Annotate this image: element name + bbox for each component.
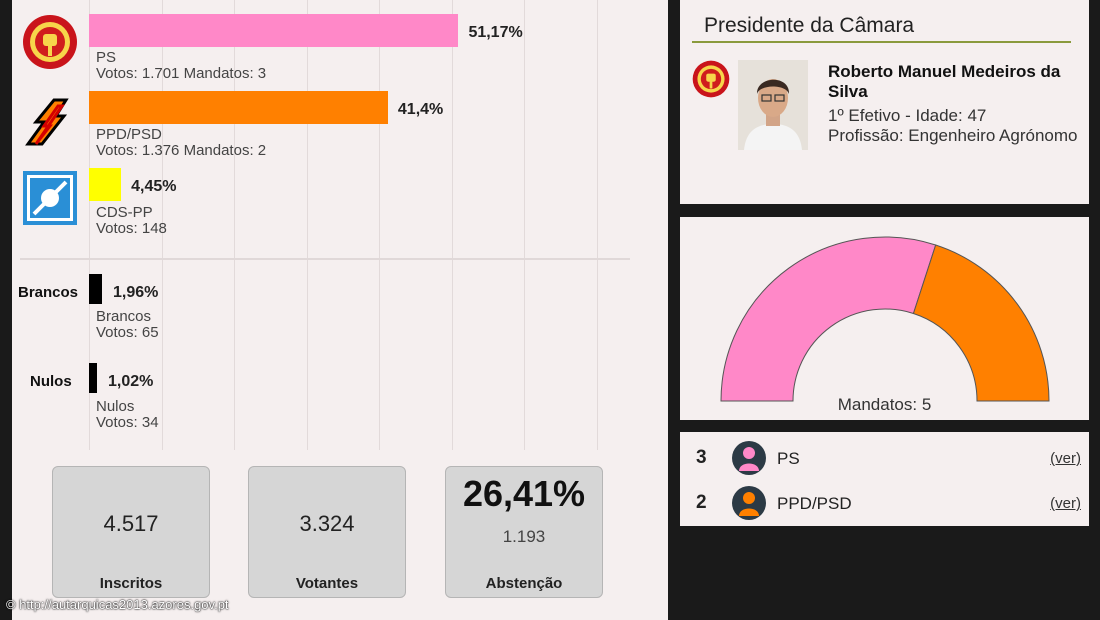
footer-watermark: © http://autarquicas2013.azores.gov.pt [6,597,229,612]
gauge-caption: Mandatos: 5 [837,395,932,414]
gauge-slice-ppd-psd [912,244,1050,402]
data-label-ppd-psd: 41,4% [397,101,444,118]
psd-party-logo-icon [25,98,69,146]
stat-value: 26,41% [462,473,586,514]
party-detail: Votos: 1.376 Mandatos: 2 [96,142,267,159]
ver-link[interactable]: (ver) [1050,495,1081,512]
party-detail: Votos: 148 [96,220,167,237]
stat-box-inscritos: 4.517 Inscritos [52,466,210,598]
president-panel: Presidente da Câmara Roberto Manuel Mede… [680,0,1089,204]
stat-value: 3.324 [299,511,355,536]
party-label-cds-pp: CDS-PP Votos: 148 [96,205,167,237]
stat-label: Inscritos [99,575,163,592]
data-label-ps: 51,17% [468,24,523,41]
stat-label: Abstenção [485,575,563,592]
president-heading: Presidente da Câmara [704,14,915,37]
stat-subvalue: 1.193 [502,527,546,546]
president-rank-age: 1º Efetivo - Idade: 47 [828,106,987,125]
seat-list: 3 PS (ver) 2 PPD/PSD (ver) [680,432,1089,526]
seat-count: 3 [696,447,707,468]
ver-link[interactable]: (ver) [1050,450,1081,467]
grid-line [596,0,598,450]
person-icon [732,441,766,475]
list-item: 2 PPD/PSD (ver) [680,482,1089,522]
grid-line [524,0,525,450]
row-label-brancos: Brancos [18,284,79,301]
party-label-ppd-psd: PPD/PSD Votos: 1.376 Mandatos: 2 [96,127,266,159]
chart-grid [12,0,668,450]
party-label-ps: PS Votos: 1.701 Mandatos: 3 [96,50,266,82]
seat-party: PPD/PSD [777,494,852,513]
grid-line [234,0,235,450]
stat-box-abstencao: 26,41% 1.193 Abstenção [445,466,603,598]
person-icon [732,486,766,520]
bar-cds-pp [89,168,122,201]
bar-ps [89,14,459,47]
gauge-slice-ps [720,236,937,402]
grid-line [161,0,163,450]
party-name: CDS-PP [96,204,153,221]
grid-line [306,0,308,450]
president-profession: Profissão: Engenheiro Agrónomo [828,126,1078,145]
row-label-nulos: Nulos [30,373,72,390]
president-info: 1º Efetivo - Idade: 47 Profissão: Engenh… [828,106,1086,146]
heading-underline [692,41,1071,43]
data-label-nulos: 1,02% [108,373,154,390]
party-detail: Votos: 1.701 Mandatos: 3 [96,65,267,82]
stat-value: 4.517 [103,511,159,536]
avatar [738,60,808,150]
bar-ppd-psd [89,91,388,124]
seat-count: 2 [696,492,707,513]
bar-nulos [89,363,97,393]
list-item: 3 PS (ver) [680,437,1089,477]
other-name: Nulos [96,398,135,415]
other-detail: Votos: 34 [96,414,159,431]
party-name: PPD/PSD [96,126,162,143]
seat-gauge-chart [720,236,1050,402]
seats-gauge-panel: Mandatos: 5 [680,217,1089,420]
data-label-brancos: 1,96% [113,284,159,301]
grid-line [451,0,453,450]
grid-line [89,0,90,450]
ps-party-logo-icon [23,15,77,69]
other-label-nulos: Nulos Votos: 34 [96,399,159,431]
president-name: Roberto Manuel Medeiros da Silva [828,62,1061,101]
stat-box-votantes: 3.324 Votantes [248,466,406,598]
party-name: PS [96,49,117,66]
cds-party-logo-icon [23,171,77,225]
other-label-brancos: Brancos Votos: 65 [96,309,159,341]
data-label-cds-pp: 4,45% [131,178,177,195]
seat-party: PS [777,449,800,468]
person-glyph [739,492,759,516]
bar-brancos [89,274,102,304]
results-panel: 51,17% PS Votos: 1.701 Mandatos: 3 41,4%… [12,0,668,620]
ps-party-logo-icon [692,60,730,98]
other-name: Brancos [96,308,152,325]
other-detail: Votos: 65 [96,324,159,341]
grid-line [379,0,380,450]
person-glyph [739,447,759,471]
stat-label: Votantes [295,575,359,592]
section-divider [20,258,630,260]
